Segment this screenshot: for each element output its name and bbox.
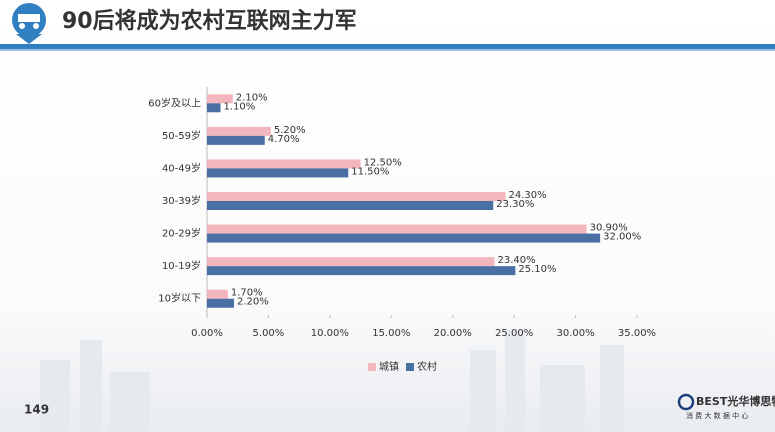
- value-label: 30.90%: [590, 223, 628, 234]
- value-label: 32.00%: [603, 232, 641, 243]
- value-label: 24.30%: [509, 190, 547, 201]
- bar: [207, 94, 233, 104]
- y-tick-label: 50-59岁: [162, 129, 201, 142]
- value-label: 12.50%: [364, 157, 402, 168]
- logo-subtitle: 消 费 大 数 据 中 心: [686, 411, 748, 420]
- value-label: 1.10%: [224, 101, 256, 112]
- y-tick-label: 10-19岁: [162, 259, 201, 272]
- x-tick-label: 10.00%: [311, 328, 349, 339]
- y-tick-label: 30-39岁: [162, 194, 201, 207]
- y-tick-label: 40-49岁: [162, 161, 201, 174]
- bar: [207, 135, 265, 145]
- y-tick-label: 10岁以下: [158, 292, 201, 305]
- x-tick-label: 15.00%: [372, 328, 410, 339]
- value-label: 2.10%: [236, 92, 268, 103]
- x-tick-label: 25.00%: [495, 328, 533, 339]
- bar: [207, 224, 587, 234]
- page-number: 149: [24, 403, 49, 417]
- legend-label: 农村: [417, 360, 437, 373]
- slide-title: 90后将成为农村互联网主力军: [62, 8, 357, 34]
- y-tick-label: 20-29岁: [162, 227, 201, 240]
- value-label: 23.40%: [497, 255, 535, 266]
- value-label: 1.70%: [231, 288, 263, 299]
- x-tick-label: 20.00%: [434, 328, 472, 339]
- city-silhouette: [40, 330, 624, 432]
- title-icon: [12, 3, 46, 44]
- bar: [207, 233, 601, 243]
- logo: BEST光华博思特 消 费 大 数 据 中 心: [677, 393, 775, 420]
- title-bar-light: [0, 49, 775, 51]
- bar: [207, 257, 495, 267]
- bar: [207, 298, 235, 308]
- legend-swatch: [368, 363, 376, 371]
- bar: [207, 192, 506, 201]
- bar: [207, 201, 494, 210]
- value-label: 23.30%: [496, 199, 534, 210]
- bar: [207, 168, 349, 178]
- value-label: 2.20%: [237, 297, 269, 308]
- logo-name: BEST光华博思特: [696, 394, 775, 408]
- y-tick-label: 60岁及以上: [148, 96, 201, 109]
- bar: [207, 159, 361, 169]
- legend-swatch: [406, 363, 414, 371]
- bar: [207, 266, 516, 276]
- legend-label: 城镇: [379, 360, 399, 373]
- x-tick-label: 5.00%: [253, 328, 285, 339]
- x-tick-label: 30.00%: [557, 328, 595, 339]
- x-tick-label: 35.00%: [618, 328, 656, 339]
- value-label: 11.50%: [351, 166, 389, 177]
- value-label: 25.10%: [518, 264, 556, 275]
- value-label: 4.70%: [268, 134, 300, 145]
- bar: [207, 103, 221, 113]
- title-bar: [0, 44, 775, 49]
- x-tick-label: 0.00%: [191, 328, 223, 339]
- bar: [207, 289, 228, 299]
- bar: [207, 126, 271, 136]
- value-label: 5.20%: [274, 125, 306, 136]
